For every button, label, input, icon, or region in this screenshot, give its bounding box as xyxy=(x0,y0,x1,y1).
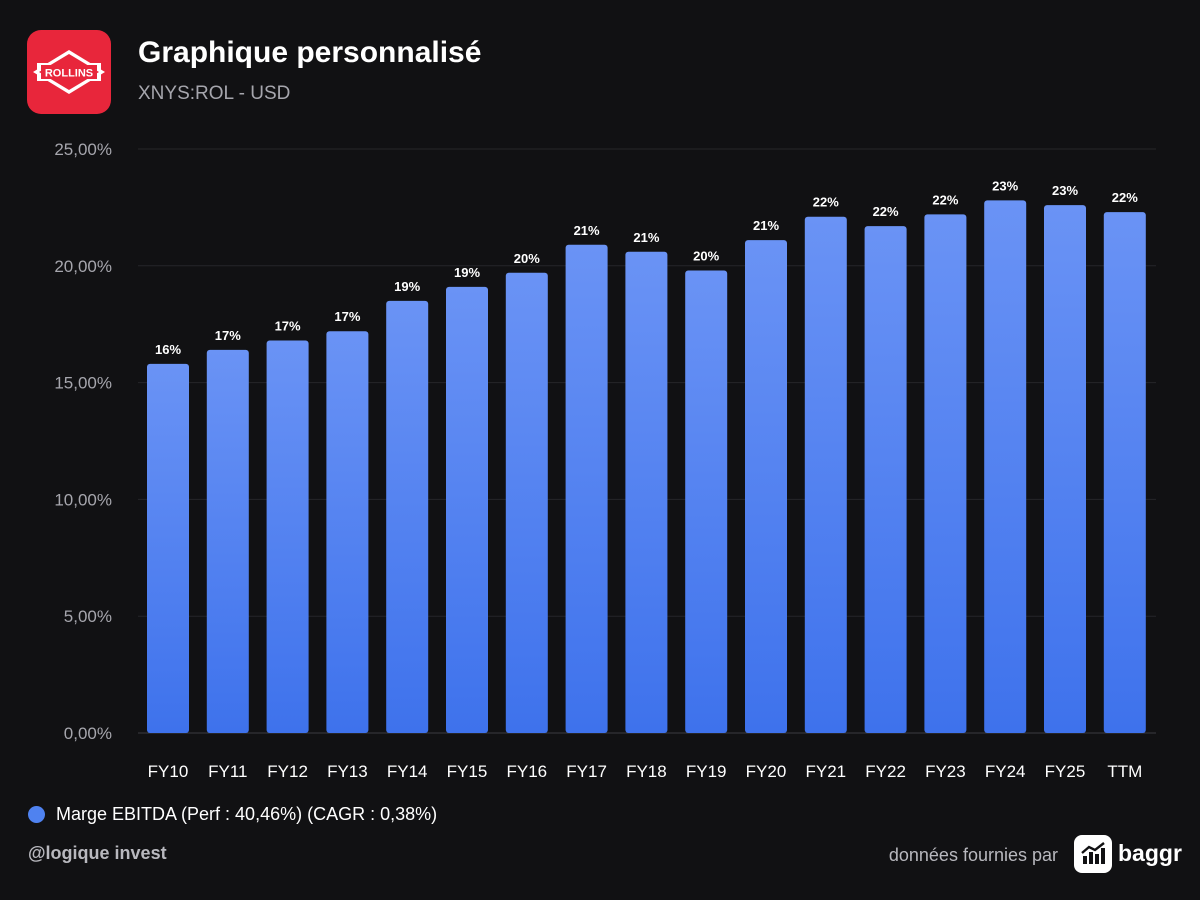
data-label: 21% xyxy=(753,218,779,233)
data-label: 19% xyxy=(394,279,420,294)
bar xyxy=(685,270,728,733)
bar xyxy=(446,286,488,733)
data-label: 17% xyxy=(334,309,360,324)
bar xyxy=(625,251,668,733)
x-tick-label: FY22 xyxy=(865,762,906,781)
brand-name: baggr xyxy=(1118,840,1182,866)
bar xyxy=(326,331,369,733)
bar xyxy=(565,244,608,733)
bar xyxy=(1103,212,1146,733)
x-tick-label: FY11 xyxy=(208,762,247,781)
y-tick-label: 25,00% xyxy=(54,140,112,159)
bar-chart-trend-icon xyxy=(1074,835,1112,873)
x-tick-label: FY18 xyxy=(626,762,667,781)
data-label: 23% xyxy=(992,178,1018,193)
bar xyxy=(984,200,1027,734)
data-label: 20% xyxy=(693,248,719,263)
page-title: Graphique personnalisé xyxy=(138,36,482,69)
data-label: 22% xyxy=(813,195,839,210)
y-tick-label: 20,00% xyxy=(54,257,112,276)
x-tick-label: FY25 xyxy=(1045,762,1086,781)
x-tick-label: FY13 xyxy=(327,762,368,781)
bar xyxy=(206,349,249,733)
logo-text: ROLLINS xyxy=(45,68,93,80)
data-label: 19% xyxy=(454,265,480,280)
y-tick-label: 5,00% xyxy=(64,607,112,626)
data-label: 21% xyxy=(633,230,659,245)
data-label: 23% xyxy=(1052,183,1078,198)
data-label: 16% xyxy=(155,342,181,357)
bar xyxy=(804,216,847,733)
bar xyxy=(147,363,189,733)
bar xyxy=(386,300,429,733)
x-tick-label: FY12 xyxy=(267,762,308,781)
data-label: 17% xyxy=(275,319,301,334)
x-tick-label: FY20 xyxy=(746,762,787,781)
y-tick-label: 15,00% xyxy=(54,374,112,393)
x-tick-label: FY15 xyxy=(447,762,488,781)
bar xyxy=(505,272,548,733)
ticker-subtitle: XNYS:ROL - USD xyxy=(138,83,291,104)
data-label: 22% xyxy=(932,192,958,207)
rollins-logo: ROLLINS xyxy=(27,30,111,114)
bar xyxy=(924,214,967,733)
legend-label: Marge EBITDA (Perf : 40,46%) (CAGR : 0,3… xyxy=(56,803,438,824)
bar xyxy=(1044,205,1086,734)
bar xyxy=(266,340,309,733)
rollins-logo-diamond: ROLLINS xyxy=(33,50,105,94)
x-tick-label: FY16 xyxy=(506,762,547,781)
data-label: 22% xyxy=(873,204,899,219)
bar xyxy=(745,240,787,733)
data-source-text: données fournies par xyxy=(888,845,1058,865)
x-tick-label: FY24 xyxy=(985,762,1026,781)
legend-swatch xyxy=(28,805,45,823)
data-label: 20% xyxy=(514,251,540,266)
author-handle: @logique invest xyxy=(28,843,167,863)
x-tick-label: FY21 xyxy=(805,762,846,781)
data-label: 22% xyxy=(1112,190,1138,205)
data-label: 17% xyxy=(215,328,241,343)
chart-legend: Marge EBITDA (Perf : 40,46%) (CAGR : 0,3… xyxy=(28,801,437,827)
x-tick-label: FY23 xyxy=(925,762,966,781)
x-tick-label: FY17 xyxy=(566,762,607,781)
x-tick-label: FY10 xyxy=(148,762,189,781)
x-tick-label: FY14 xyxy=(387,762,428,781)
y-tick-label: 10,00% xyxy=(54,490,112,509)
x-tick-label: TTM xyxy=(1107,762,1142,781)
bar xyxy=(864,226,907,733)
y-tick-label: 0,00% xyxy=(64,724,112,743)
x-tick-label: FY19 xyxy=(686,762,727,781)
data-label: 21% xyxy=(574,223,600,238)
